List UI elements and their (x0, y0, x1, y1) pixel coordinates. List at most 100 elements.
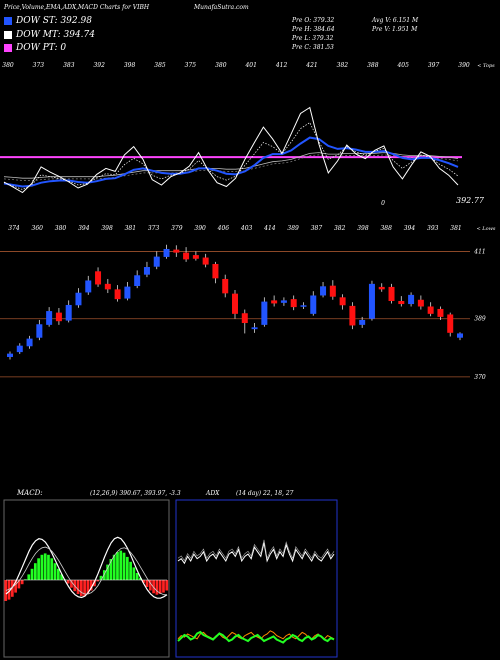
legend-swatch-st (4, 16, 12, 25)
macd-hist-up (33, 563, 37, 580)
candle-up (251, 327, 258, 330)
adx-label: ADX (205, 490, 220, 497)
candle-down (212, 263, 219, 279)
stat-pre-high: Pre H: 384.64 (292, 26, 335, 33)
macd-hist-up (37, 558, 40, 580)
macd-hist-up (60, 574, 63, 580)
candle-up (36, 324, 43, 338)
macd-hist-down (7, 580, 11, 600)
candle-up (280, 300, 287, 303)
macd-hist-up (122, 552, 126, 580)
candle-down (349, 305, 356, 326)
top-price-label: 385 (154, 62, 166, 69)
macd-hist-down (14, 580, 17, 593)
stat-pre-volume: Pre V: 1.951 M (372, 26, 418, 33)
low-price-label: 393 (427, 225, 439, 232)
top-price-label: 401 (244, 62, 256, 69)
top-price-label: 390 (458, 62, 470, 69)
top-price-label: 388 (367, 62, 379, 69)
top-price-label: 392 (93, 62, 105, 69)
price-level-label: 389 (474, 316, 486, 323)
ema-mid-line (3, 152, 459, 179)
macd-hist-up (129, 561, 132, 580)
legend-swatch-mt (4, 30, 12, 39)
candle-down (378, 286, 385, 290)
candle-down (232, 293, 238, 314)
candle-up (124, 286, 131, 299)
macd-params: (12,26,9) 390.67, 393.97, -3.3 (90, 490, 181, 497)
legend-label-st: DOW ST: 392.98 (16, 16, 92, 26)
candle-up (7, 353, 13, 357)
lows-label: < Lows (477, 226, 496, 232)
top-price-label: 412 (275, 62, 288, 69)
candle-down (427, 306, 434, 314)
candle-down (437, 308, 444, 317)
macd-hist-down (155, 580, 159, 595)
candle-up (163, 248, 170, 257)
low-price-label: 390 (194, 225, 206, 232)
candle-up (65, 304, 72, 321)
macd-hist-up (47, 554, 50, 580)
macd-hist-up (102, 570, 106, 580)
low-price-label: 373 (148, 225, 160, 232)
candle-up (368, 283, 375, 319)
candle-up (261, 301, 268, 325)
macd-hist-down (4, 580, 8, 601)
top-price-label: 375 (185, 62, 197, 69)
macd-hist-up (43, 553, 47, 580)
macd-hist-down (89, 580, 93, 591)
candle-up (408, 294, 415, 305)
candle-up (46, 311, 53, 325)
stat-pre-open: Pre O: 379.32 (292, 17, 335, 24)
candle-down (183, 252, 190, 260)
candle-up (134, 275, 141, 286)
macd-hist-down (165, 580, 169, 591)
macd-signal-line (5, 546, 167, 596)
legend-dow-pt: DOW PT: 0 (4, 43, 66, 53)
macd-hist-down (76, 580, 80, 594)
dow-mt-line (3, 122, 459, 190)
price-ema-panel: 380 373 383 392 398 385 375 380 401 412 421 382 388 4… (0, 62, 495, 207)
adx-line (177, 542, 335, 565)
macd-hist-down (79, 580, 83, 597)
candle-up (300, 305, 307, 307)
macd-hist-up (125, 556, 129, 580)
candle-down (55, 312, 62, 322)
macd-hist-up (24, 579, 27, 580)
site-name: MunafaSutra.com (194, 4, 249, 11)
macd-label: MACD: (16, 489, 43, 497)
candle-down (114, 289, 121, 300)
candle-up (457, 333, 463, 338)
top-price-label: 398 (124, 62, 136, 69)
ema-long-line (3, 154, 459, 181)
macd-hist-down (142, 580, 146, 583)
legend-dow-st: DOW ST: 392.98 (4, 16, 92, 26)
top-price-label: 397 (428, 62, 440, 69)
macd-hist-up (109, 559, 113, 580)
candle-down (202, 257, 209, 265)
candle-down (290, 299, 297, 308)
macd-hist-up (116, 552, 119, 580)
top-price-label: 380 (2, 62, 14, 69)
low-price-label: 403 (240, 225, 253, 232)
ema-fast-line (3, 136, 459, 188)
candle-down (271, 300, 278, 304)
macd-hist-down (66, 580, 70, 584)
macd-hist-up (139, 577, 142, 580)
top-price-label: 382 (337, 62, 349, 69)
legend-label-pt: DOW PT: 0 (16, 43, 67, 53)
candle-up (310, 295, 317, 314)
stat-avg-volume: Avg V: 6.151 M (372, 17, 419, 24)
low-price-label: 379 (171, 225, 183, 232)
macd-hist-down (162, 580, 165, 593)
low-price-label: 381 (125, 225, 136, 232)
last-price-label: 392.77 (456, 196, 485, 205)
macd-hist-down (145, 580, 149, 587)
macd-adx-panel: MACD: (12,26,9) 390.67, 393.97, -3.3 ADX (1… (3, 489, 338, 658)
macd-hist-down (93, 580, 96, 587)
low-price-label: 380 (55, 225, 67, 232)
top-price-label: 383 (63, 62, 75, 69)
candle-up (75, 292, 82, 306)
low-price-label: 387 (311, 225, 323, 232)
candle-up (16, 345, 23, 353)
